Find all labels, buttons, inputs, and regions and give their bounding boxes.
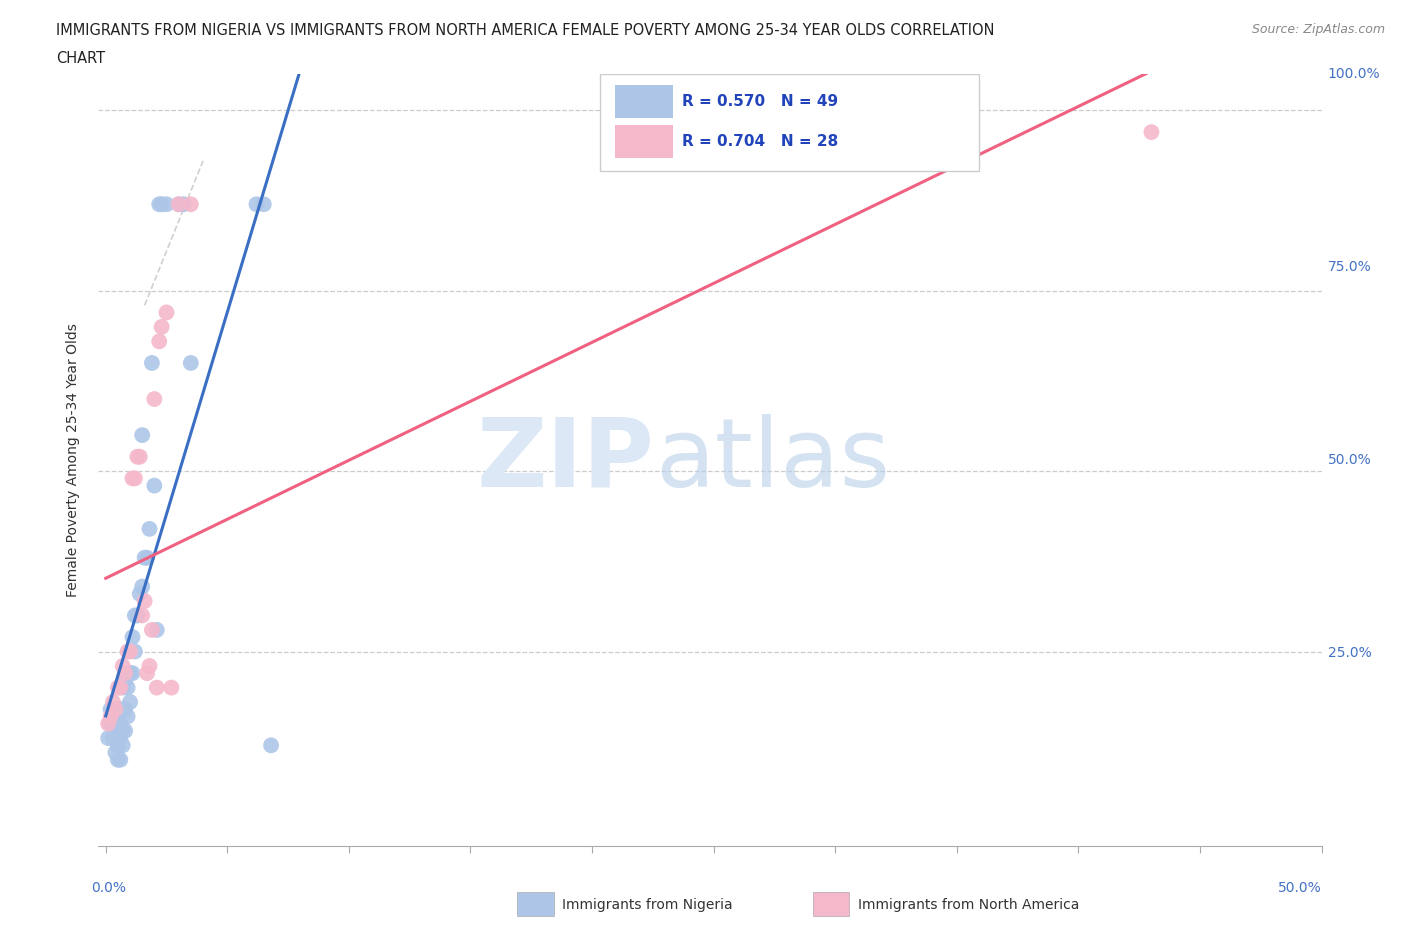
Point	[128, 587, 150, 602]
Point	[97, 716, 120, 731]
Point	[141, 622, 163, 637]
Point	[101, 709, 124, 724]
Point	[100, 716, 122, 731]
Text: 100.0%: 100.0%	[1327, 67, 1381, 82]
Point	[104, 745, 127, 760]
Point	[114, 666, 136, 681]
Point	[110, 731, 132, 746]
Point	[131, 428, 153, 443]
Point	[117, 680, 139, 695]
Text: 75.0%: 75.0%	[1327, 260, 1371, 274]
Point	[148, 197, 170, 212]
Point	[124, 471, 146, 485]
Point	[160, 680, 183, 695]
Point	[107, 680, 129, 695]
Text: CHART: CHART	[56, 51, 105, 66]
Point	[136, 666, 159, 681]
Text: Immigrants from Nigeria: Immigrants from Nigeria	[562, 897, 733, 912]
Point	[134, 551, 156, 565]
FancyBboxPatch shape	[614, 126, 673, 158]
Point	[117, 709, 139, 724]
Point	[100, 709, 122, 724]
Text: atlas: atlas	[655, 414, 890, 507]
Point	[124, 608, 146, 623]
Point	[143, 478, 166, 493]
Text: Source: ZipAtlas.com: Source: ZipAtlas.com	[1251, 23, 1385, 36]
Point	[260, 737, 283, 752]
Point	[107, 702, 129, 717]
Point	[128, 449, 150, 464]
Point	[114, 702, 136, 717]
Point	[107, 737, 129, 752]
Point	[121, 666, 143, 681]
Point	[155, 197, 177, 212]
Point	[117, 644, 139, 659]
Text: Immigrants from North America: Immigrants from North America	[858, 897, 1078, 912]
Point	[114, 724, 136, 738]
Point	[100, 702, 122, 717]
Point	[134, 593, 156, 608]
Point	[150, 197, 173, 212]
Point	[107, 752, 129, 767]
Point	[110, 680, 132, 695]
Point	[146, 622, 169, 637]
Text: R = 0.704   N = 28: R = 0.704 N = 28	[682, 134, 838, 149]
Point	[118, 644, 141, 659]
Text: 0.0%: 0.0%	[91, 881, 127, 895]
Point	[110, 752, 132, 767]
Point	[101, 695, 124, 710]
Text: R = 0.570   N = 49: R = 0.570 N = 49	[682, 94, 838, 109]
Point	[143, 392, 166, 406]
Point	[118, 666, 141, 681]
Point	[146, 680, 169, 695]
Text: 50.0%: 50.0%	[1327, 453, 1371, 468]
Point	[173, 197, 195, 212]
Point	[148, 334, 170, 349]
Point	[127, 449, 149, 464]
Point	[131, 608, 153, 623]
Text: ZIP: ZIP	[477, 414, 655, 507]
FancyBboxPatch shape	[614, 86, 673, 117]
Point	[131, 579, 153, 594]
Point	[180, 197, 202, 212]
Point	[104, 702, 127, 717]
Point	[1140, 125, 1163, 140]
Y-axis label: Female Poverty Among 25-34 Year Olds: Female Poverty Among 25-34 Year Olds	[66, 324, 80, 597]
Text: 50.0%: 50.0%	[1278, 881, 1322, 895]
Point	[110, 702, 132, 717]
Point	[110, 716, 132, 731]
Text: 25.0%: 25.0%	[1327, 646, 1371, 660]
Point	[245, 197, 267, 212]
Point	[107, 716, 129, 731]
Point	[136, 551, 159, 565]
Point	[111, 724, 134, 738]
Point	[138, 522, 160, 537]
Point	[114, 673, 136, 688]
Point	[111, 737, 134, 752]
Point	[121, 630, 143, 644]
Point	[111, 658, 134, 673]
Point	[104, 724, 127, 738]
Point	[97, 731, 120, 746]
Point	[141, 355, 163, 370]
Point	[127, 608, 149, 623]
Point	[155, 305, 177, 320]
Point	[101, 731, 124, 746]
Point	[111, 680, 134, 695]
Point	[138, 658, 160, 673]
Point	[104, 702, 127, 717]
FancyBboxPatch shape	[600, 74, 979, 171]
Point	[167, 197, 190, 212]
Text: IMMIGRANTS FROM NIGERIA VS IMMIGRANTS FROM NORTH AMERICA FEMALE POVERTY AMONG 25: IMMIGRANTS FROM NIGERIA VS IMMIGRANTS FR…	[56, 23, 994, 38]
Point	[150, 319, 173, 334]
Point	[121, 471, 143, 485]
Point	[253, 197, 276, 212]
Point	[180, 355, 202, 370]
Point	[124, 644, 146, 659]
Point	[118, 695, 141, 710]
Point	[167, 197, 190, 212]
